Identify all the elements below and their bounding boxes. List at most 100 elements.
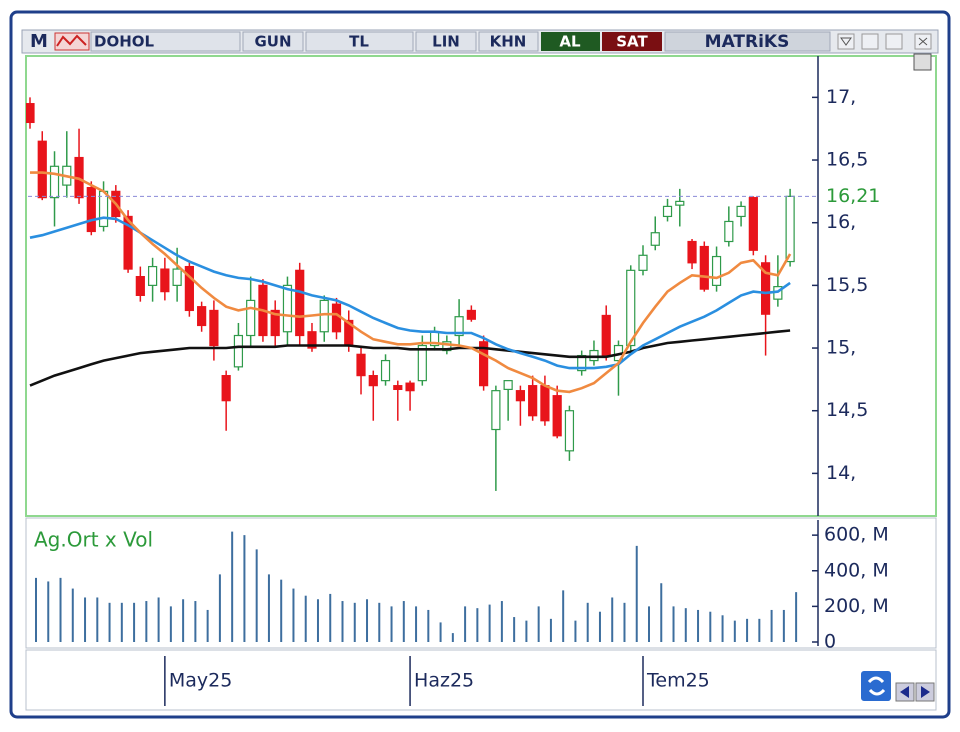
y-tick-label: 14, [826, 462, 856, 484]
y-tick-label: 16, [826, 211, 856, 233]
date-label: Tem25 [646, 670, 710, 692]
menu-button[interactable] [837, 33, 855, 50]
moving-average [29, 329, 791, 387]
candle-body [49, 165, 60, 199]
candle-body [331, 303, 342, 333]
toolbar: M DOHOL GUN TL LIN KHN AL SAT MATRiKS [21, 29, 939, 54]
period-button[interactable] [242, 31, 304, 52]
moving-average [29, 216, 791, 370]
buy: AL [559, 33, 581, 51]
candle-body [172, 268, 182, 286]
candle-body [748, 197, 758, 251]
volume-tick-label: 200, M [824, 595, 889, 617]
candle-body [270, 309, 280, 337]
candle-body [356, 353, 366, 377]
scale: LIN [432, 33, 460, 51]
candle-body [736, 205, 746, 218]
refresh-button[interactable] [861, 671, 891, 701]
candle-body [405, 382, 415, 392]
scale-button[interactable] [415, 31, 477, 52]
candle-body [368, 375, 378, 387]
currency: TL [349, 33, 369, 51]
logo: M [30, 31, 48, 52]
candle-body [295, 269, 305, 337]
prev-icon [900, 686, 909, 698]
maximize-button[interactable] [885, 33, 903, 50]
minimize-button[interactable] [861, 33, 879, 50]
candle-body [319, 299, 329, 333]
candle-body [26, 103, 35, 124]
volume-panel [25, 517, 937, 649]
candle-body [601, 314, 611, 357]
sell: SAT [616, 33, 648, 51]
candle-body [307, 331, 317, 349]
currency-button[interactable] [305, 31, 414, 52]
plot [26, 97, 795, 491]
y-tick-label: 16,5 [826, 149, 868, 171]
candle-body [380, 359, 391, 382]
moving-average [30, 171, 792, 394]
panel-button[interactable] [913, 53, 932, 71]
candle-body [37, 140, 47, 199]
y-tick-label: 15,5 [826, 274, 868, 296]
candle-body [135, 275, 145, 297]
period: GUN [254, 33, 291, 51]
date-label: May25 [169, 670, 232, 692]
candle-body [760, 262, 771, 315]
candle-body [393, 385, 403, 391]
candle-body [675, 200, 685, 206]
candle-body [221, 375, 231, 402]
candle-body [552, 395, 562, 437]
candle-body [282, 284, 293, 333]
volume-tick-label: 0 [824, 631, 836, 653]
chart-style: KHN [490, 33, 527, 51]
candle-body [626, 269, 636, 347]
style-button[interactable] [478, 31, 539, 52]
candle-body [479, 341, 489, 387]
candle-body [491, 390, 501, 431]
candle-body [454, 316, 464, 337]
icon-line [56, 34, 87, 47]
candle-body [417, 344, 427, 382]
next-icon [921, 686, 930, 698]
candle-body [148, 265, 158, 286]
candle-body [662, 205, 673, 218]
candle-body [699, 245, 709, 290]
brand: MATRiKS [705, 32, 790, 52]
candle-body [184, 265, 194, 312]
candle-body [160, 268, 170, 293]
y-tick-label: 14,5 [826, 399, 868, 421]
y-tick-label: 17, [826, 86, 856, 108]
candle-body [638, 254, 648, 271]
candle-body [540, 385, 550, 422]
candle-body [197, 306, 207, 327]
candle-body [466, 309, 476, 320]
candle-body [650, 232, 660, 246]
candle-body [687, 240, 697, 264]
date-bar [25, 649, 937, 711]
candle-body [564, 410, 575, 452]
candle-body [209, 309, 219, 347]
last-price-label: 16,21 [826, 185, 880, 207]
symbol-box[interactable] [90, 31, 241, 52]
candle-body [528, 385, 538, 417]
candle-body [711, 255, 722, 286]
candle-body [233, 334, 244, 368]
candle-body [123, 215, 133, 270]
candle-body [515, 390, 526, 402]
candle-body [503, 380, 513, 391]
brand-box [664, 31, 831, 52]
menu-icon [840, 37, 852, 46]
date-label: Haz25 [414, 670, 474, 692]
candle-body [246, 299, 256, 337]
sell-button[interactable] [602, 32, 662, 51]
candle-body [724, 220, 734, 243]
symbol: DOHOL [94, 33, 155, 51]
volume-tick-label: 400, M [824, 559, 889, 581]
buy-button[interactable] [541, 32, 600, 51]
nav-buttons [861, 671, 935, 702]
close-icon [918, 37, 928, 46]
volume-tick-label: 600, M [824, 524, 889, 546]
candle-body [86, 187, 96, 233]
